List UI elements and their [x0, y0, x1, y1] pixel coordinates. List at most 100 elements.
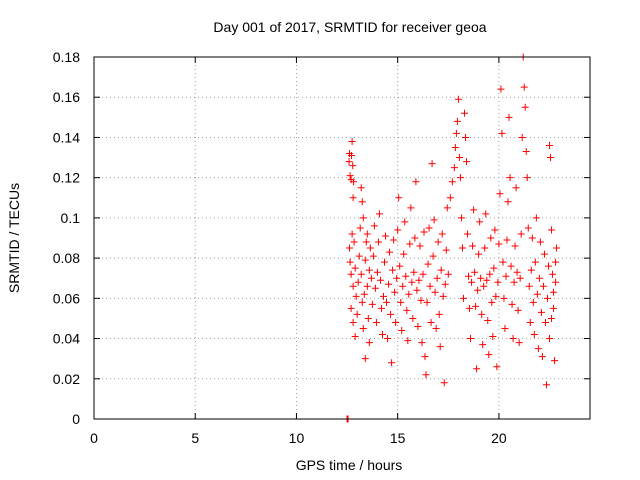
data-point	[534, 345, 542, 353]
data-point	[550, 304, 558, 312]
data-point	[345, 244, 353, 252]
data-point	[446, 194, 454, 202]
data-point	[458, 244, 466, 252]
data-point	[484, 316, 492, 324]
data-point	[460, 109, 468, 117]
data-point	[477, 274, 485, 282]
data-point	[531, 258, 539, 266]
data-point	[431, 288, 439, 296]
data-point	[422, 371, 430, 379]
data-point	[492, 292, 500, 300]
data-point	[526, 318, 534, 326]
data-point	[348, 152, 356, 160]
data-point	[493, 363, 501, 371]
data-point	[533, 290, 541, 298]
data-point	[541, 318, 549, 326]
data-point	[388, 359, 396, 367]
x-tick-label: 0	[90, 430, 98, 446]
data-point	[529, 298, 537, 306]
data-point	[442, 246, 450, 254]
data-point	[348, 230, 356, 238]
data-point	[361, 355, 369, 363]
data-point	[440, 379, 448, 387]
data-point	[487, 234, 495, 242]
y-tick-labels: 0 0.02 0.04 0.06 0.08 0.1 0.12 0.14 0.16 0.18	[53, 49, 80, 427]
y-tick-label: 0.1	[61, 210, 81, 226]
x-tick-label: 20	[491, 430, 507, 446]
data-point	[372, 318, 380, 326]
data-point	[392, 318, 400, 326]
data-point	[520, 83, 528, 91]
data-point	[527, 266, 535, 274]
data-points	[343, 53, 561, 423]
data-point	[375, 210, 383, 218]
data-point	[355, 252, 363, 260]
data-point	[470, 206, 478, 214]
x-axis-label: GPS time / hours	[296, 457, 403, 473]
data-point	[548, 226, 556, 234]
data-point	[441, 280, 449, 288]
data-point	[553, 244, 561, 252]
data-point	[479, 341, 487, 349]
data-point	[514, 306, 522, 314]
data-point	[410, 268, 418, 276]
data-point	[369, 252, 377, 260]
y-tick-label: 0.08	[53, 250, 80, 266]
data-point	[510, 278, 518, 286]
data-point	[406, 240, 414, 248]
data-point	[552, 258, 560, 266]
data-point	[469, 242, 477, 250]
data-point	[416, 242, 424, 250]
y-tick-label: 0.04	[53, 331, 80, 347]
data-point	[438, 230, 446, 238]
data-point	[437, 266, 445, 274]
data-point	[465, 272, 473, 280]
data-point	[395, 194, 403, 202]
data-point	[542, 381, 550, 389]
chart-title: Day 001 of 2017, SRMTID for receiver geo…	[213, 19, 486, 35]
data-point	[346, 258, 354, 266]
data-point	[455, 154, 463, 162]
data-point	[427, 318, 435, 326]
y-tick-label: 0.16	[53, 89, 80, 105]
data-point	[524, 224, 532, 232]
data-point	[507, 262, 515, 270]
data-point	[361, 256, 369, 264]
data-point	[345, 158, 353, 166]
y-axis-label: SRMTID / TECUs	[6, 183, 22, 293]
data-point	[495, 240, 503, 248]
data-point	[502, 272, 510, 280]
data-point	[503, 236, 511, 244]
data-point	[409, 314, 417, 322]
data-point	[491, 226, 499, 234]
data-point	[459, 294, 467, 302]
data-point	[362, 238, 370, 246]
y-tick-label: 0.06	[53, 290, 80, 306]
data-point	[540, 250, 548, 258]
data-point	[485, 351, 493, 359]
y-tick-label: 0.02	[53, 371, 80, 387]
data-point	[480, 282, 488, 290]
data-point	[546, 141, 554, 149]
data-point	[439, 292, 447, 300]
data-point	[415, 276, 423, 284]
data-point	[404, 337, 412, 345]
data-point	[538, 353, 546, 361]
data-point	[525, 282, 533, 290]
data-point	[421, 353, 429, 361]
data-point	[490, 264, 498, 272]
data-point	[380, 292, 388, 300]
data-point	[513, 268, 521, 276]
data-point	[521, 103, 529, 111]
data-point	[548, 314, 556, 322]
data-point	[549, 270, 557, 278]
data-point	[511, 242, 519, 250]
x-tick-label: 15	[390, 430, 406, 446]
data-point	[428, 160, 436, 168]
data-point	[357, 270, 365, 278]
data-point	[347, 304, 355, 312]
data-point	[367, 274, 375, 282]
data-point	[429, 252, 437, 260]
data-point	[551, 357, 559, 365]
